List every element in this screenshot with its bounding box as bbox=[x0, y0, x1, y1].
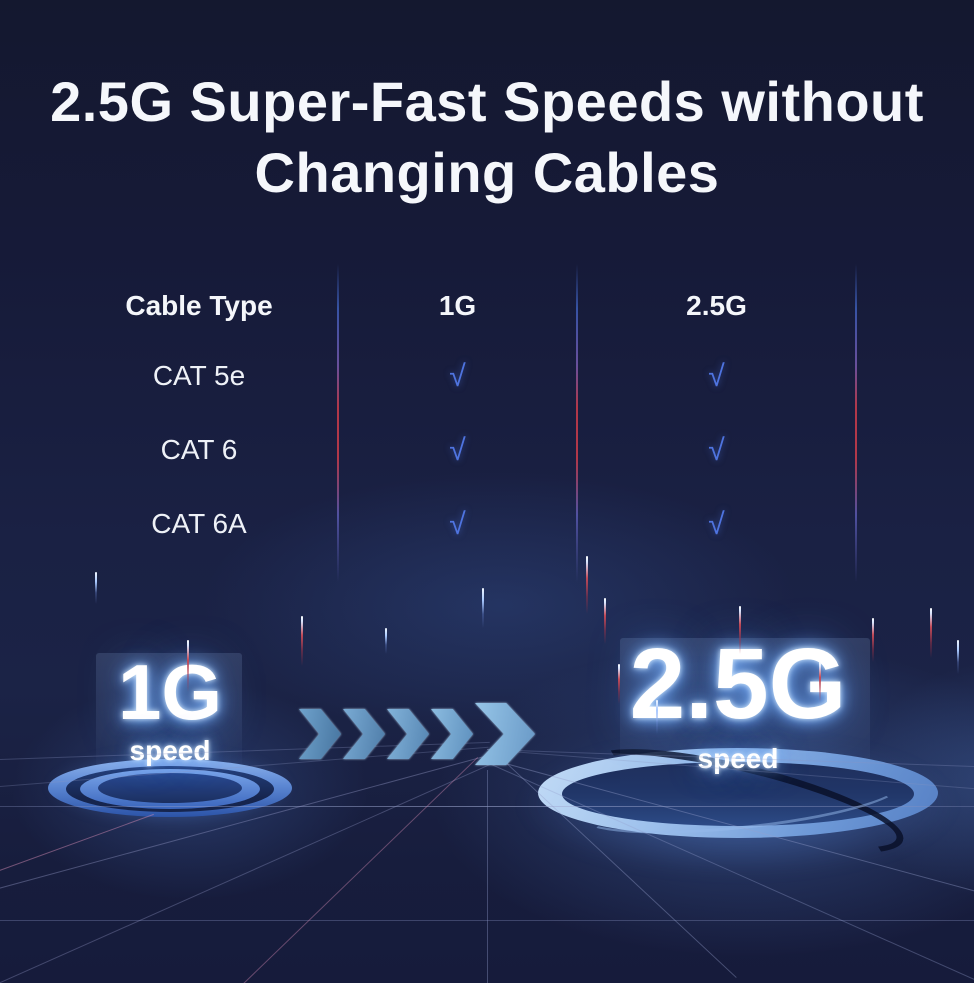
title-line-1: 2.5G Super-Fast Speeds without bbox=[50, 70, 924, 133]
table-divider bbox=[337, 264, 339, 582]
check-icon: √ bbox=[449, 434, 466, 467]
pedestal-2-5g: 2.5G speed bbox=[508, 625, 968, 875]
light-streak bbox=[739, 606, 741, 654]
cable-table: Cable Type 1G 2.5G CAT 5e √ √ CAT 6 √ √ … bbox=[0, 258, 974, 588]
speed-value-1g: 1G bbox=[117, 648, 223, 736]
pedestal-base-core bbox=[98, 773, 242, 803]
chevron-right-icon bbox=[299, 709, 341, 759]
cell-cable-type: CAT 6 bbox=[160, 434, 238, 465]
column-header-1g: 1G bbox=[438, 290, 477, 321]
pedestal-panel bbox=[620, 638, 870, 788]
light-streak bbox=[187, 640, 189, 692]
table-row: CAT 6 √ √ bbox=[60, 434, 856, 468]
light-streak bbox=[385, 628, 387, 654]
check-icon: √ bbox=[449, 508, 466, 541]
light-streak bbox=[301, 616, 303, 666]
chevron-right-icon bbox=[387, 709, 429, 759]
light-streak bbox=[482, 588, 484, 628]
table-row: CAT 6A √ √ bbox=[60, 508, 856, 542]
chevron-arrows bbox=[299, 701, 535, 767]
speed-label: speed bbox=[697, 743, 779, 774]
light-streak bbox=[872, 618, 874, 662]
light-streak bbox=[95, 572, 97, 604]
light-streak bbox=[604, 598, 606, 644]
page-title: 2.5G Super-Fast Speeds without Changing … bbox=[0, 66, 974, 208]
light-streak bbox=[819, 662, 821, 702]
speed-value-2-5g: 2.5G bbox=[629, 628, 847, 740]
pedestal-1g: 1G speed bbox=[40, 645, 300, 835]
light-streak bbox=[586, 556, 588, 614]
table-header-row: Cable Type 1G 2.5G bbox=[60, 290, 856, 322]
light-streak bbox=[618, 664, 620, 704]
check-icon: √ bbox=[708, 434, 725, 467]
light-streak bbox=[930, 608, 932, 658]
check-icon: √ bbox=[708, 360, 725, 393]
light-streak bbox=[957, 640, 959, 674]
title-line-2: Changing Cables bbox=[254, 141, 720, 204]
table-divider bbox=[576, 264, 578, 582]
pedestal-panel bbox=[96, 653, 242, 777]
chevron-right-icon bbox=[343, 709, 385, 759]
check-icon: √ bbox=[708, 508, 725, 541]
cell-cable-type: CAT 5e bbox=[152, 360, 246, 391]
speed-label: speed bbox=[129, 735, 211, 766]
cell-cable-type: CAT 6A bbox=[151, 508, 247, 539]
grid-line bbox=[0, 806, 974, 807]
light-streak bbox=[656, 700, 658, 734]
table-divider bbox=[855, 264, 857, 582]
chevron-right-icon bbox=[431, 709, 473, 759]
column-header-2-5g: 2.5G bbox=[686, 290, 747, 321]
column-header-cable-type: Cable Type bbox=[125, 290, 273, 321]
grid-line bbox=[0, 920, 974, 921]
ring-inner bbox=[562, 762, 914, 826]
table-row: CAT 5e √ √ bbox=[60, 360, 856, 394]
grid-line bbox=[487, 770, 488, 983]
check-icon: √ bbox=[449, 360, 466, 393]
